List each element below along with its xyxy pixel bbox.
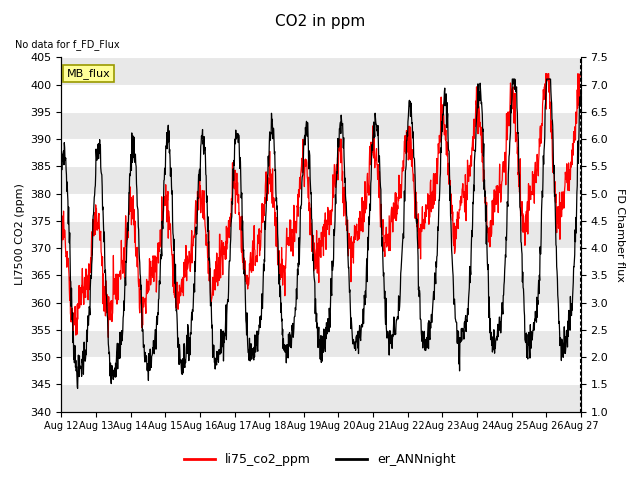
Text: No data for f_FD_Flux: No data for f_FD_Flux: [15, 39, 119, 50]
Bar: [61, 193, 581, 221]
Bar: [61, 302, 581, 330]
Bar: [61, 357, 581, 384]
Text: MB_flux: MB_flux: [67, 68, 110, 79]
Y-axis label: FD Chamber flux: FD Chamber flux: [615, 188, 625, 281]
Y-axis label: LI7500 CO2 (ppm): LI7500 CO2 (ppm): [15, 183, 25, 286]
Legend: li75_co2_ppm, er_ANNnight: li75_co2_ppm, er_ANNnight: [179, 448, 461, 471]
Bar: [61, 248, 581, 276]
Bar: [61, 139, 581, 167]
Bar: [61, 84, 581, 112]
Text: CO2 in ppm: CO2 in ppm: [275, 14, 365, 29]
